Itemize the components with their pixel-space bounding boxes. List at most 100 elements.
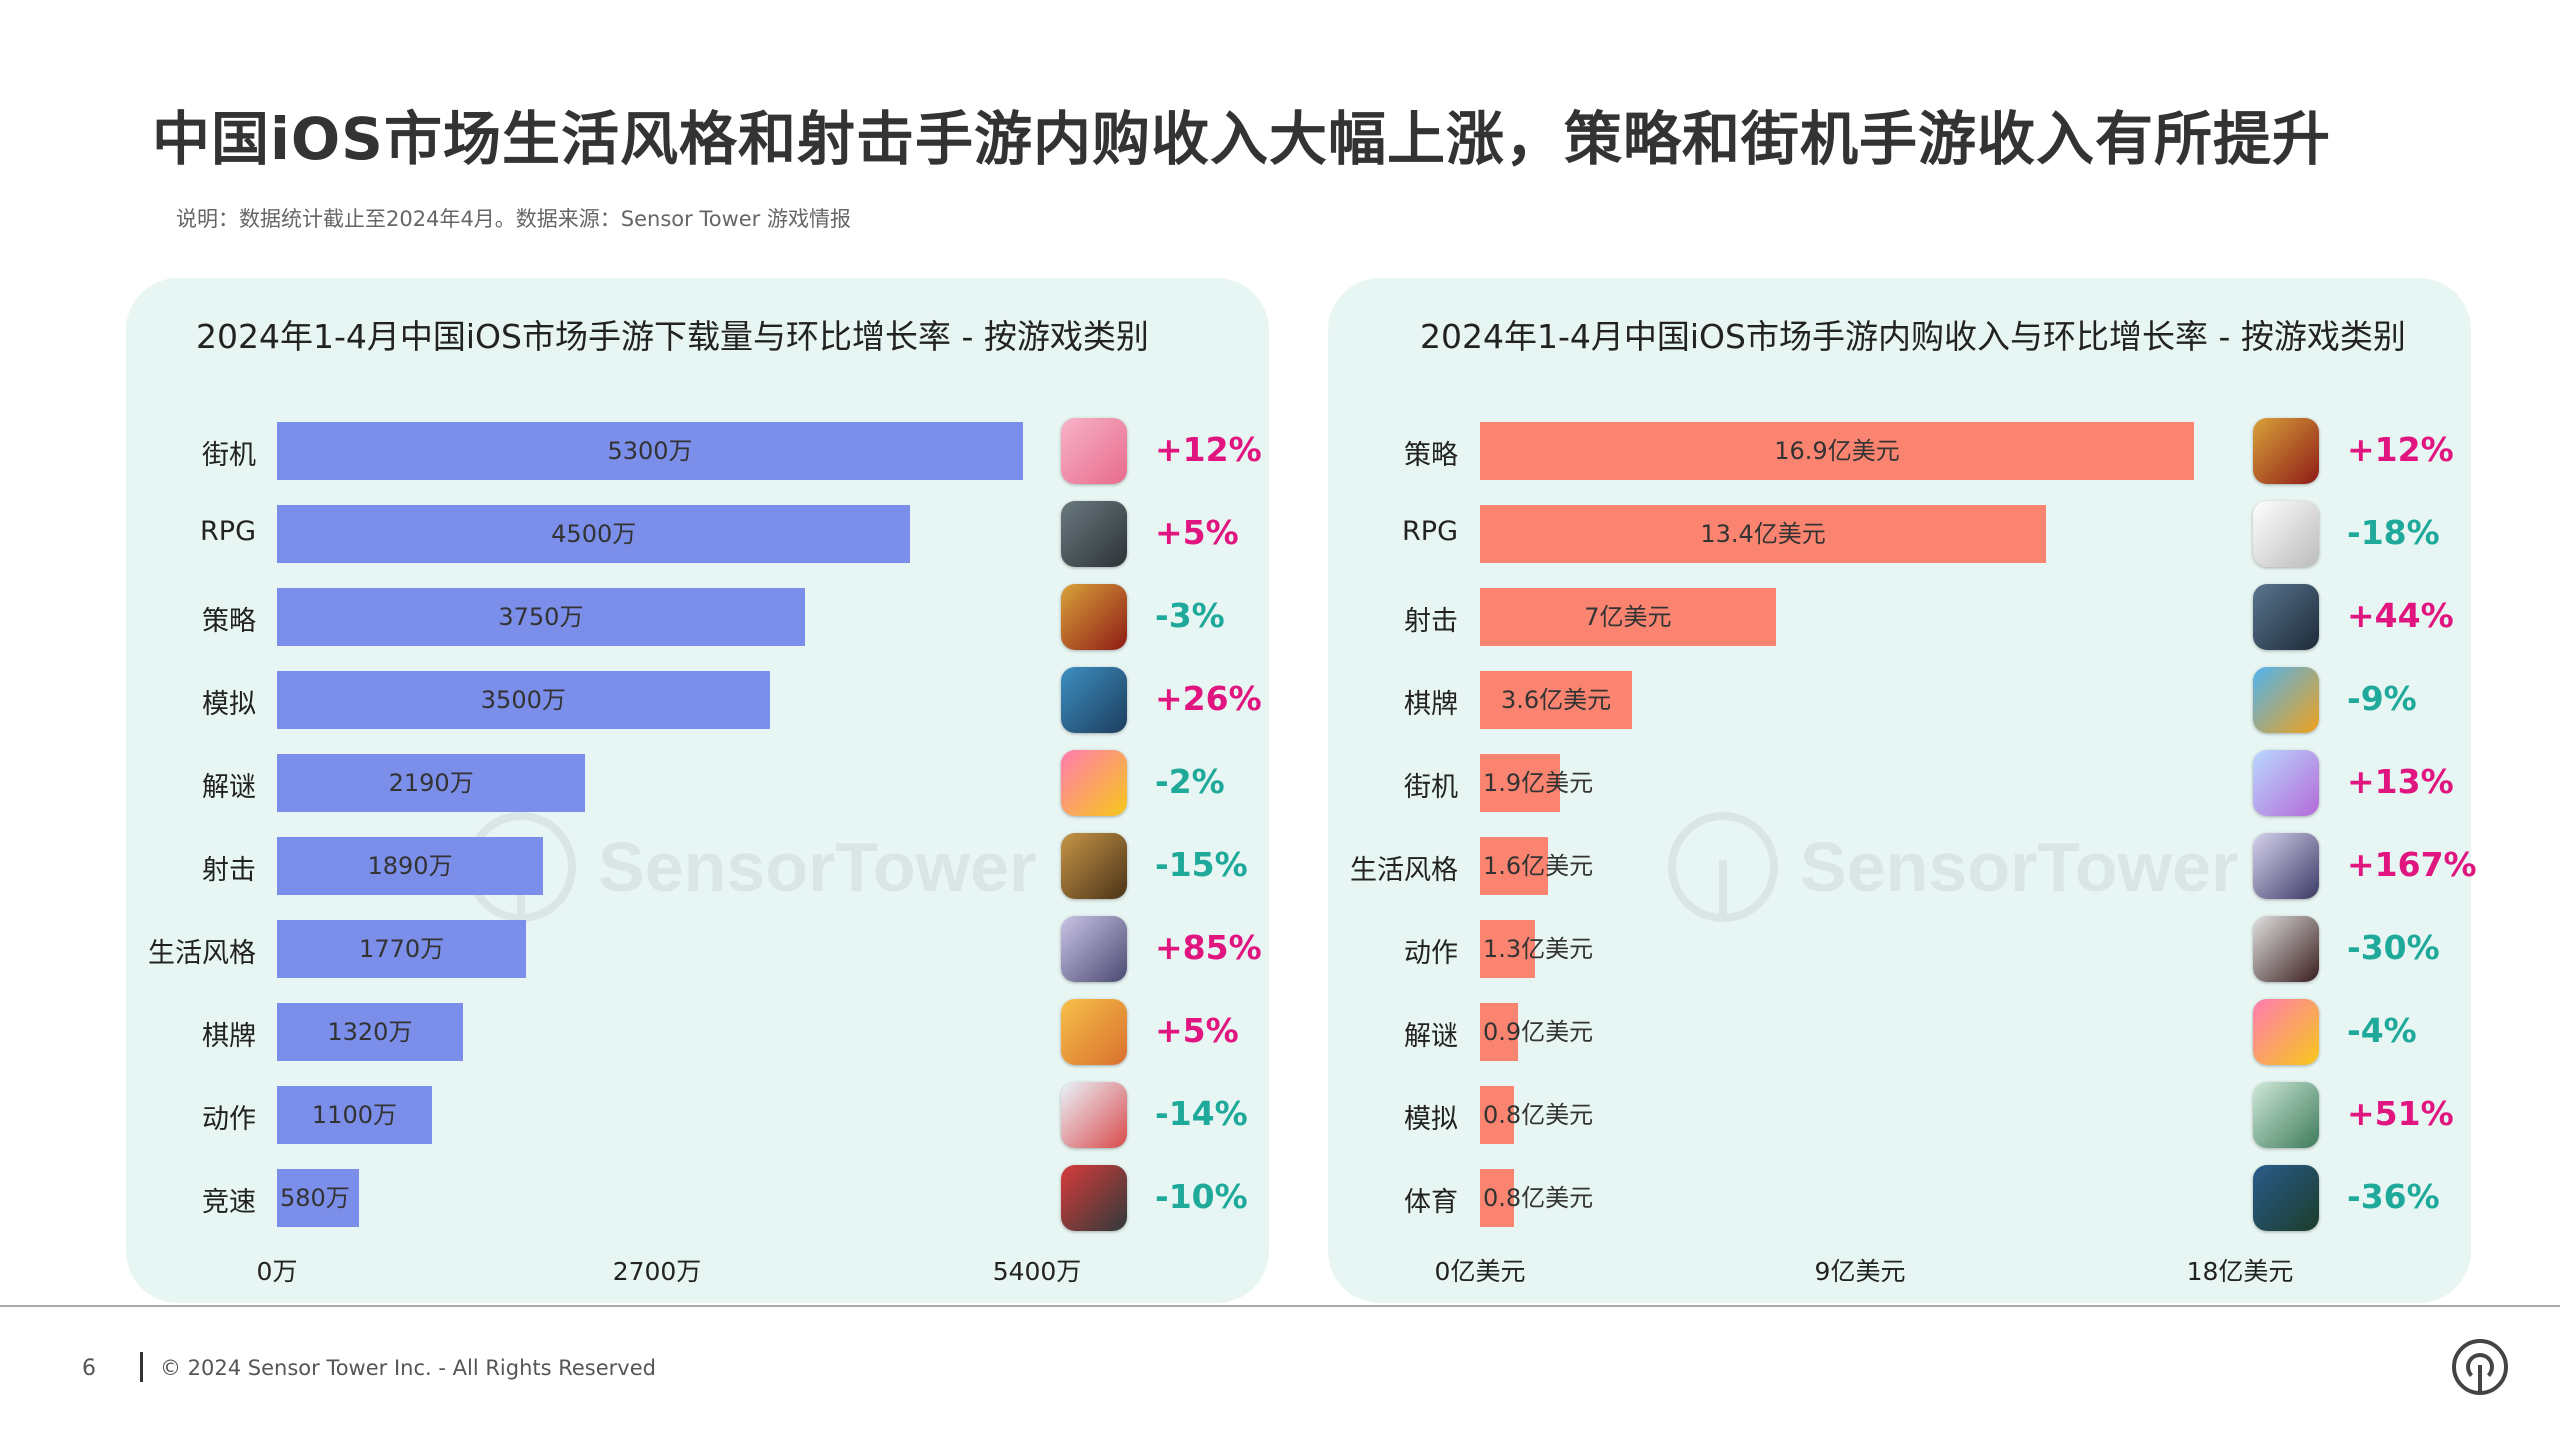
bar [1480,671,1632,729]
category-label: 动作 [202,1104,256,1135]
game-icon [2253,584,2319,650]
value-label: 0.8亿美元 [1483,1101,1594,1129]
category-label: 射击 [202,855,256,886]
axis-tick-label: 0万 [256,1257,298,1286]
category-label: 解谜 [202,772,256,803]
value-label: 3750万 [498,603,584,631]
game-icon [1061,667,1127,733]
game-icon [2253,1165,2319,1231]
game-icon [1061,916,1127,982]
category-label: 棋牌 [202,1021,256,1052]
bar [1480,1169,1514,1227]
game-icon [1061,1165,1127,1231]
page-subtitle: 说明：数据统计截止至2024年4月。数据来源：Sensor Tower 游戏情报 [176,207,851,231]
bar [1480,920,1535,978]
growth-rate: +44% [2347,596,2454,635]
value-label: 4500万 [551,520,637,548]
bar [277,671,770,729]
value-label: 0.8亿美元 [1483,1184,1594,1212]
growth-rate: -14% [1155,1094,1248,1133]
growth-rate: +5% [1155,1011,1239,1050]
value-label: 1770万 [359,935,445,963]
value-label: 16.9亿美元 [1774,437,1900,465]
category-label: 模拟 [202,689,256,720]
axis-tick-label: 18亿美元 [2186,1257,2294,1286]
game-icon [2253,999,2319,1065]
bar [277,837,543,895]
category-label: 策略 [202,606,256,637]
value-label: 5300万 [607,437,693,465]
category-label: 棋牌 [1404,689,1458,720]
bar [1480,754,1561,812]
value-label: 1.9亿美元 [1483,769,1594,797]
category-label: 竞速 [202,1187,256,1218]
axis-tick-label: 0亿美元 [1434,1257,1526,1286]
growth-rate: +5% [1155,513,1239,552]
category-label: 生活风格 [148,938,256,969]
bar [277,1169,359,1227]
category-label: 体育 [1404,1187,1458,1218]
game-icon [2253,501,2319,567]
game-icon [1061,750,1127,816]
bar [1480,837,1548,895]
game-icon [2253,1082,2319,1148]
game-icon [1061,999,1127,1065]
bar [277,505,911,563]
category-label: 解谜 [1404,1021,1458,1052]
growth-rate: +26% [1155,679,1262,718]
bar [277,588,805,646]
bar [1480,505,2046,563]
game-icon [2253,418,2319,484]
game-icon [2253,750,2319,816]
bar [1480,1086,1514,1144]
axis-tick-label: 2700万 [612,1257,702,1286]
growth-rate: -18% [2347,513,2440,552]
game-icon [1061,1082,1127,1148]
value-label: 580万 [280,1184,350,1212]
axis-tick-label: 5400万 [992,1257,1082,1286]
growth-rate: -2% [1155,762,1225,801]
growth-rate: +85% [1155,928,1262,967]
growth-rate: -36% [2347,1177,2440,1216]
axis-tick-label: 9亿美元 [1814,1257,1906,1286]
game-icon [1061,833,1127,899]
category-label: 生活风格 [1350,855,1458,886]
bar [1480,1003,1518,1061]
value-label: 7亿美元 [1584,603,1672,631]
category-label: 动作 [1404,938,1458,969]
growth-rate: -3% [1155,596,1225,635]
downloads-chart-title: 2024年1-4月中国iOS市场手游下载量与环比增长率 - 按游戏类别 [196,317,1149,356]
category-label: RPG [1402,516,1458,547]
bar [277,1086,432,1144]
page-title: 中国iOS市场生活风格和射击手游内购收入大幅上涨，策略和街机手游收入有所提升 [152,105,2331,173]
bar [277,422,1023,480]
value-label: 3.6亿美元 [1501,686,1612,714]
game-icon [2253,667,2319,733]
growth-rate: +12% [2347,430,2454,469]
bar [277,1003,463,1061]
value-label: 1.3亿美元 [1483,935,1594,963]
game-icon [1061,501,1127,567]
value-label: 3500万 [480,686,566,714]
page-number: 6 [82,1356,96,1381]
footer-separator [140,1352,143,1382]
category-label: 射击 [1404,606,1458,637]
category-label: 街机 [1404,772,1458,803]
value-label: 1.6亿美元 [1483,852,1594,880]
value-label: 1890万 [367,852,453,880]
sensortower-logo-icon [2452,1339,2508,1395]
growth-rate: +51% [2347,1094,2454,1133]
game-icon [1061,418,1127,484]
value-label: 13.4亿美元 [1700,520,1826,548]
revenue-chart-title: 2024年1-4月中国iOS市场手游内购收入与环比增长率 - 按游戏类别 [1420,317,2406,356]
category-label: 策略 [1404,440,1458,471]
copyright: © 2024 Sensor Tower Inc. - All Rights Re… [160,1356,656,1380]
growth-rate: -4% [2347,1011,2417,1050]
bar [1480,588,1776,646]
bar [277,920,527,978]
growth-rate: -10% [1155,1177,1248,1216]
footer-divider [0,1305,2560,1307]
game-icon [2253,833,2319,899]
game-icon [2253,916,2319,982]
value-label: 2190万 [388,769,474,797]
